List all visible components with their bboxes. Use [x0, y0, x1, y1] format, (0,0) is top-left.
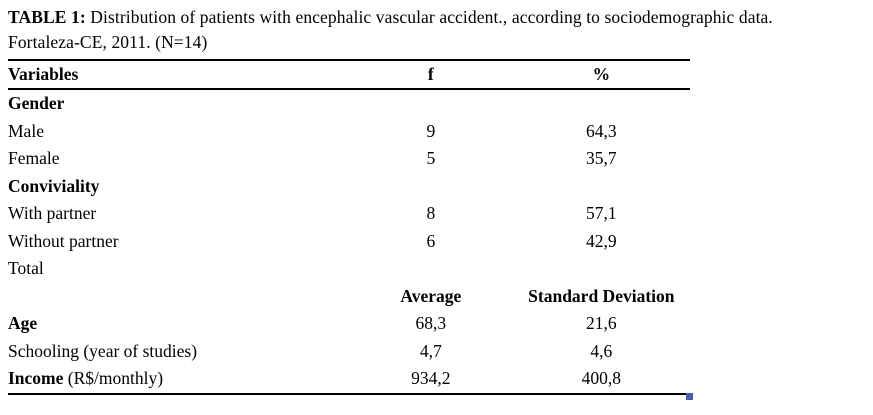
cell-f: 6: [426, 230, 436, 251]
cell-f: 9: [426, 120, 436, 141]
row-label: Female: [8, 148, 60, 168]
sociodemographic-table: Variables f % Gender Male 9 64,3 Female: [8, 59, 690, 395]
cell-percent: [513, 89, 690, 118]
table-caption-text: Distribution of patients with encephalic…: [85, 7, 773, 27]
table-row-male: Male 9 64,3: [8, 118, 690, 146]
row-label: Conviviality: [8, 175, 100, 196]
row-label: Gender: [8, 93, 65, 113]
table-caption: TABLE 1: Distribution of patients with e…: [8, 5, 873, 55]
cell-percent: 57,1: [586, 203, 617, 223]
table-caption-label: TABLE 1:: [8, 7, 86, 27]
cell-f: [349, 89, 513, 118]
cell-average: 934,2: [411, 368, 451, 388]
table-row-age: Age 68,3 21,6: [8, 310, 690, 338]
table-row-schooling: Schooling (year of studies) 4,7 4,6: [8, 338, 690, 366]
row-label-income-unit: (R$/monthly): [63, 368, 164, 388]
row-label: Total: [8, 258, 44, 278]
cell-f: 5: [426, 148, 436, 168]
subheader-standard-deviation: Standard Deviation: [528, 285, 675, 306]
table-row-female: Female 5 35,7: [8, 145, 690, 173]
cell-f: [349, 173, 513, 201]
table-row-conviviality: Conviviality: [8, 173, 690, 201]
row-label: Schooling (year of studies): [8, 340, 198, 361]
cell-average: 68,3: [415, 313, 447, 333]
row-label: Without partner: [8, 230, 119, 251]
table-header-row: Variables f %: [8, 60, 690, 90]
table-row-gender: Gender: [8, 89, 690, 118]
row-label: Age: [8, 313, 38, 333]
cell-f: [349, 255, 513, 283]
row-label: Male: [8, 120, 44, 141]
cell-percent: 64,3: [586, 120, 617, 141]
column-header-percent: %: [512, 60, 690, 90]
row-label: Income (R$/monthly): [8, 365, 349, 394]
table-resize-handle[interactable]: [686, 392, 693, 400]
cell-f: 8: [426, 203, 436, 223]
table-row-without-partner: Without partner 6 42,9: [8, 228, 690, 256]
table-row-total: Total: [8, 255, 690, 283]
cell-standard-deviation: 21,6: [586, 313, 617, 333]
row-label: With partner: [8, 203, 97, 223]
table-container: Variables f % Gender Male 9 64,3 Female: [8, 59, 693, 400]
cell-standard-deviation: 400,8: [581, 368, 622, 388]
cell-average: 4,7: [419, 340, 442, 361]
table-subheader-row: Average Standard Deviation: [8, 283, 690, 311]
table-row-income: Income (R$/monthly) 934,2 400,8: [8, 365, 690, 394]
cell-percent: 35,7: [586, 148, 617, 168]
row-label: [8, 283, 349, 311]
cell-percent: [513, 255, 690, 283]
column-header-f: f: [349, 60, 513, 90]
table-row-with-partner: With partner 8 57,1: [8, 200, 690, 228]
row-label-income: Income: [8, 368, 64, 388]
subheader-average: Average: [400, 285, 462, 306]
cell-percent: [513, 173, 690, 201]
table-caption-line2: Fortaleza-CE, 2011. (N=14): [8, 32, 208, 52]
cell-standard-deviation: 4,6: [590, 340, 613, 361]
cell-percent: 42,9: [586, 230, 617, 251]
column-header-variables: Variables: [8, 60, 349, 90]
